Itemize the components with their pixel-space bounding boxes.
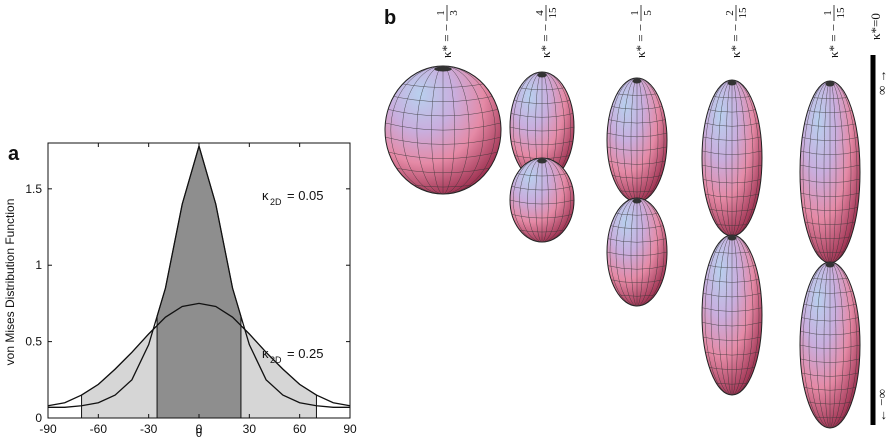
x-tick-label: 30 <box>243 422 257 436</box>
annotation-subscript: 2D <box>270 197 282 207</box>
panel-label: b <box>384 7 396 29</box>
annotation-text: = 0.05 <box>287 188 324 203</box>
pole <box>434 67 451 72</box>
annotation-symbol: κ <box>262 346 269 361</box>
annotation-text: = 0.25 <box>287 346 324 361</box>
pole <box>537 159 547 164</box>
x-tick-label: -90 <box>39 422 57 436</box>
y-tick-label: 0.5 <box>25 335 42 349</box>
fraction-numerator: 1 <box>629 10 641 16</box>
figure: a b von Mises Distribution Function θ 00… <box>0 0 890 443</box>
x-tick-label: -30 <box>140 422 158 436</box>
annotation-subscript: 2D <box>270 355 282 365</box>
fraction-numerator: 1 <box>822 10 834 16</box>
kappa-label: κ* = − 415 <box>534 5 559 58</box>
x-tick-label: -60 <box>90 422 108 436</box>
x-tick-label: 60 <box>293 422 307 436</box>
y-axis-label: von Mises Distribution Function <box>3 199 17 366</box>
x-tick-label: 0 <box>196 422 203 436</box>
fraction-denominator: 15 <box>737 7 749 19</box>
fraction-denominator: 3 <box>448 10 460 16</box>
axis-top-label: κ*=0 <box>868 13 883 40</box>
pole <box>826 263 835 268</box>
fraction-numerator: 4 <box>534 10 546 16</box>
fraction-denominator: 5 <box>642 10 654 16</box>
fraction-denominator: 15 <box>547 7 559 19</box>
axis-minus-label: ← −∞ <box>874 389 889 422</box>
panel-label: a <box>8 143 20 165</box>
kappa-prefix: κ* = − <box>633 24 648 58</box>
pole <box>728 81 737 86</box>
y-tick-label: 1.5 <box>25 182 42 196</box>
kappa-prefix: κ* = − <box>826 24 841 58</box>
x-tick-label: 90 <box>343 422 357 436</box>
pole <box>633 79 642 84</box>
y-tick-label: 1 <box>35 258 42 272</box>
pole <box>728 236 737 241</box>
fraction-numerator: 1 <box>435 10 447 16</box>
kappa-prefix: κ* = − <box>728 24 743 58</box>
pole <box>537 73 547 78</box>
kappa-prefix: κ* = − <box>538 24 553 58</box>
pole <box>633 199 642 204</box>
kappa-prefix: κ* = − <box>439 24 454 58</box>
shaded-area <box>157 146 241 418</box>
fraction-denominator: 15 <box>835 7 847 19</box>
pole <box>826 82 835 87</box>
axis-plus-label: ∞ → <box>874 69 889 95</box>
kappa-label: κ* = − 13 <box>435 5 460 58</box>
fraction-numerator: 2 <box>724 10 736 16</box>
annotation-symbol: κ <box>262 188 269 203</box>
